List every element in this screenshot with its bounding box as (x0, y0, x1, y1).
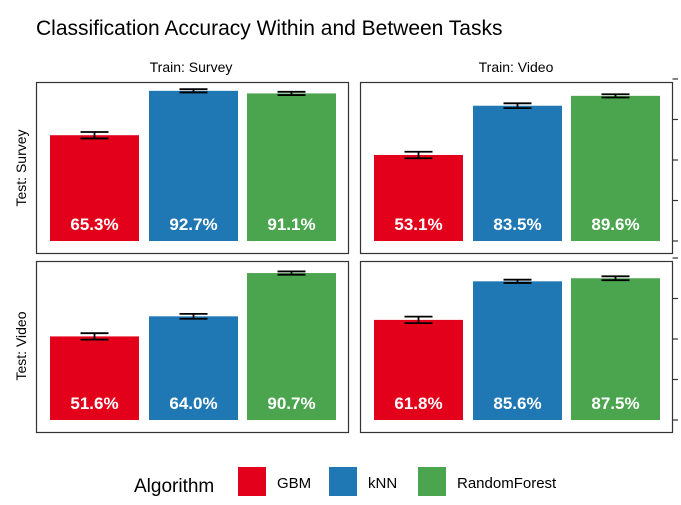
legend-title: Algorithm (134, 476, 214, 497)
data-label-randomforest: 89.6% (591, 215, 639, 234)
data-label-gbm: 61.8% (394, 394, 442, 413)
error-bar-gbm (80, 131, 109, 140)
bar-knn (473, 105, 562, 241)
data-label-knn: 64.0% (169, 394, 217, 413)
data-label-randomforest: 87.5% (591, 394, 639, 413)
legend-item-knn: kNN (329, 467, 397, 496)
error-bar-knn (179, 88, 208, 94)
facet-label-col-2: Train: Video (479, 59, 554, 75)
bar-gbm (50, 135, 139, 241)
legend-item-randomforest: RandomForest (418, 467, 557, 496)
error-bar-randomforest (277, 90, 306, 96)
data-label-randomforest: 90.7% (267, 394, 315, 413)
error-bar-knn (503, 278, 532, 284)
data-label-randomforest: 91.1% (267, 215, 315, 234)
facet-label-col-1: Train: Survey (150, 59, 233, 75)
facet-label-row-2: Test: Video (13, 311, 29, 380)
chart-title: Classification Accuracy Within and Betwe… (36, 17, 503, 40)
legend-swatch (418, 467, 446, 496)
error-bar-randomforest (601, 93, 630, 99)
data-label-knn: 83.5% (493, 215, 541, 234)
y-axis-ticks (672, 257, 678, 421)
data-label-gbm: 51.6% (70, 394, 118, 413)
data-label-gbm: 65.3% (70, 215, 118, 234)
legend-swatch (329, 467, 357, 496)
error-bar-knn (179, 312, 208, 320)
bar-gbm (374, 154, 463, 241)
bar-knn (149, 316, 238, 420)
legend-item-gbm: GBM (238, 467, 311, 496)
error-bar-gbm (80, 332, 109, 341)
error-bar-gbm (404, 315, 433, 325)
legend: Algorithm GBM kNN RandomForest (134, 467, 557, 497)
error-bar-gbm (404, 150, 433, 160)
bar-knn (149, 90, 238, 242)
bar-randomforest (247, 273, 336, 420)
y-axis-ticks (672, 78, 678, 242)
bar-randomforest (571, 95, 660, 242)
bar-gbm (50, 336, 139, 420)
facet-label-row-1: Test: Survey (13, 129, 29, 206)
panel-train-video-test-video: 61.8% 85.6% 87.5% (359, 257, 678, 434)
legend-label: RandomForest (457, 475, 557, 492)
legend-swatch (238, 467, 266, 496)
legend-label: kNN (368, 475, 397, 492)
data-label-knn: 85.6% (493, 394, 541, 413)
panels-group: 65.3% 92.7% 91.1% 53.1% 83.5% 89.6% 51.6% 64.0%… (35, 78, 678, 434)
error-bar-knn (503, 102, 532, 110)
legend-label: GBM (277, 475, 311, 492)
bar-gbm (374, 319, 463, 420)
bar-randomforest (571, 278, 660, 420)
panel-train-video-test-survey: 53.1% 83.5% 89.6% (359, 78, 678, 255)
bar-randomforest (247, 93, 336, 241)
data-label-gbm: 53.1% (394, 215, 442, 234)
error-bar-randomforest (601, 275, 630, 282)
data-label-knn: 92.7% (169, 215, 217, 234)
panel-train-survey-test-survey: 65.3% 92.7% 91.1% (35, 81, 350, 255)
bar-knn (473, 281, 562, 420)
panel-train-survey-test-video: 51.6% 64.0% 90.7% (35, 260, 350, 434)
error-bar-randomforest (277, 270, 306, 276)
